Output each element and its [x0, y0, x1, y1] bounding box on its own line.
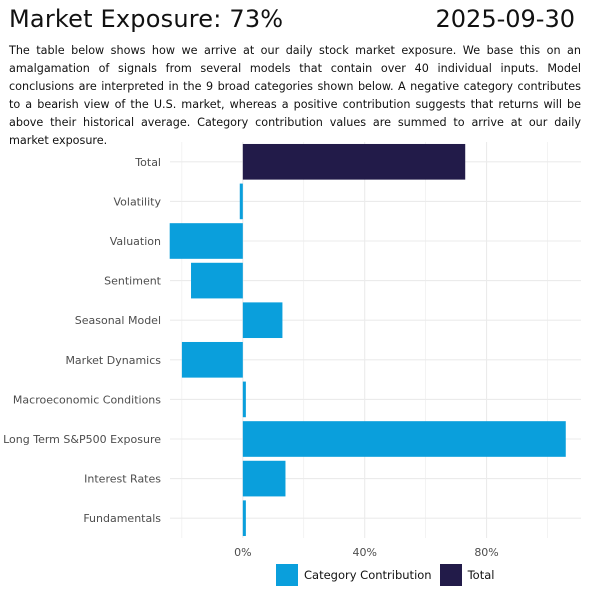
legend-swatch-total — [439, 564, 462, 586]
bar-long-term-s-p500-exposure — [242, 421, 566, 457]
bar-total — [242, 143, 466, 180]
y-tick-label: Seasonal Model — [75, 314, 161, 327]
y-tick-label: Interest Rates — [84, 473, 161, 486]
y-tick-label: Valuation — [110, 235, 161, 248]
x-tick-label: 80% — [474, 546, 498, 559]
y-tick-label: Market Dynamics — [65, 354, 161, 367]
bar-seasonal-model — [242, 302, 283, 339]
bar-fundamentals — [242, 500, 246, 537]
x-tick-label: 0% — [234, 546, 251, 559]
bar-volatility — [239, 183, 243, 220]
x-tick-label: 40% — [352, 546, 376, 559]
bar-sentiment — [191, 262, 243, 299]
bar-interest-rates — [242, 460, 286, 497]
page-title: Market Exposure: 73% — [9, 5, 284, 33]
legend-label-total: Total — [467, 568, 495, 582]
y-tick-label: Macroeconomic Conditions — [13, 393, 161, 406]
y-tick-label: Long Term S&P500 Exposure — [3, 433, 161, 446]
bar-valuation — [169, 223, 243, 259]
bar-market-dynamics — [181, 341, 243, 378]
y-tick-label: Volatility — [113, 195, 161, 208]
legend-item-total: Total — [439, 564, 495, 586]
y-tick-label: Fundamentals — [83, 512, 161, 525]
chart-legend: Category Contribution Total — [276, 564, 502, 586]
report-date: 2025-09-30 — [435, 5, 575, 33]
y-tick-label: Sentiment — [104, 275, 162, 288]
legend-item-category: Category Contribution — [276, 564, 432, 586]
legend-label-category: Category Contribution — [304, 568, 432, 582]
description-text: The table below shows how we arrive at o… — [9, 44, 581, 147]
bar-macroeconomic-conditions — [242, 381, 246, 418]
y-tick-label: Total — [134, 156, 161, 169]
legend-swatch-category — [276, 564, 298, 586]
